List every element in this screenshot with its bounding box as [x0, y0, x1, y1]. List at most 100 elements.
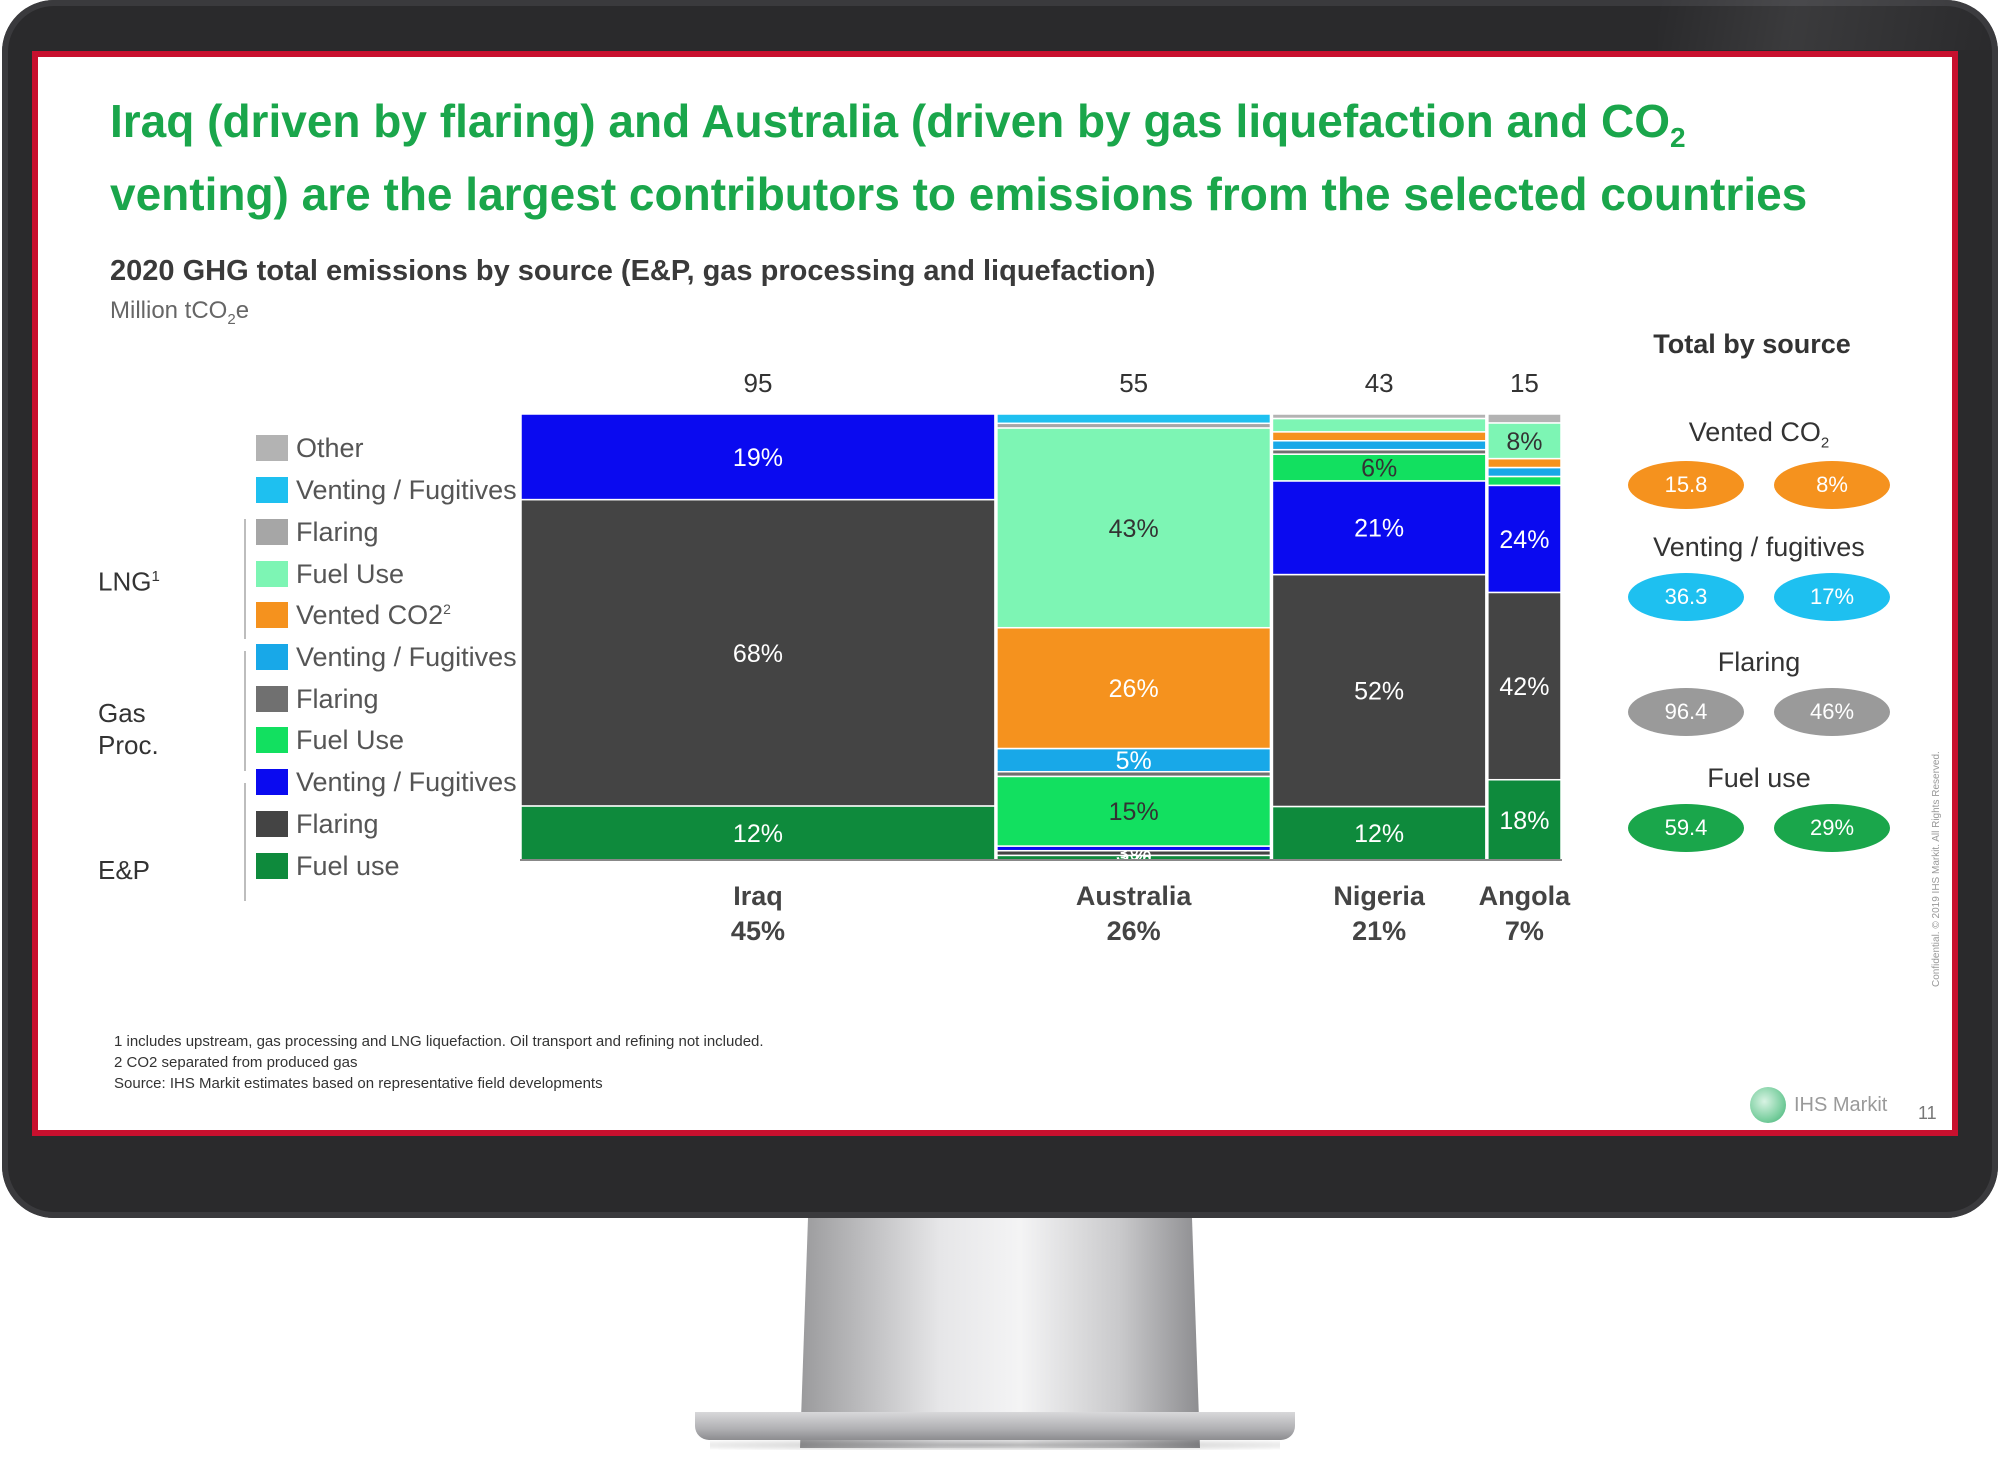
legend-label: Flaring [296, 516, 379, 547]
legend-swatch [256, 644, 288, 670]
bar-segment [1487, 591, 1562, 781]
category-label: Nigeria [1333, 881, 1426, 911]
footnotes: 1 includes upstream, gas processing and … [114, 1031, 764, 1094]
legend-item-lng-venting: Venting / Fugitives [256, 473, 517, 507]
legend-item-gas-venting: Venting / Fugitives [256, 640, 517, 674]
category-label: Angola [1479, 881, 1571, 911]
bar-segment [1487, 475, 1562, 487]
bar-segment [1271, 440, 1487, 451]
totals-name-text: Vented CO [1688, 417, 1821, 447]
totals-name: Flaring [1717, 647, 1801, 677]
legend-group-label: E&P [98, 855, 151, 885]
headline-rest: venting) are the largest contributors to… [110, 168, 1808, 221]
bar-segment [1271, 573, 1487, 808]
legend-label: Venting / Fugitives [296, 766, 517, 797]
segment-label: 42% [1499, 673, 1549, 701]
totals-title: Total by source [1653, 329, 1851, 359]
segment-label: 18% [1499, 807, 1549, 835]
totals-value-pill: 59.4 [1628, 804, 1744, 852]
legend-swatch [256, 602, 288, 628]
legend-label: Other [296, 432, 364, 463]
totals-name: Venting / fugitives [1653, 532, 1865, 562]
legend-label: Vented CO22 [296, 600, 451, 631]
monitor-stand-shadow [710, 1440, 1280, 1450]
bar-segment [520, 498, 996, 807]
slide-headline: Iraq (driven by flaring) and Australia (… [110, 93, 1890, 222]
bar-segment [1271, 453, 1487, 482]
legend-bracket-gas-proc [244, 651, 246, 771]
monitor-stand-neck [800, 1218, 1200, 1448]
category-label: Australia [1076, 881, 1193, 911]
legend-group-lng: LNG1 [98, 561, 188, 598]
category-share-label: 26% [1107, 916, 1161, 946]
footnote-1: 1 includes upstream, gas processing and … [114, 1033, 764, 1050]
totals-name: Vented CO2 [1614, 417, 1904, 451]
legend-item-ep-fuel-use: Fuel use [256, 849, 400, 883]
totals-value-pill: 15.8 [1628, 461, 1744, 510]
legend-label: Venting / Fugitives [296, 474, 517, 505]
page-number: 11 [1918, 1103, 1937, 1123]
totals-pills: 59.4 29% [1614, 804, 1904, 852]
bar-segment [996, 626, 1272, 750]
segment-label: 6% [1361, 455, 1397, 483]
segment-label: 21% [1354, 515, 1404, 543]
totals-share-pill: 17% [1774, 573, 1890, 621]
footnote-2: 2 CO2 separated from produced gas [114, 1054, 358, 1071]
confidential-notice: Confidential. © 2019 IHS Markit. All Rig… [1931, 751, 1942, 987]
column-total-label: 43 [1365, 368, 1394, 398]
totals-share-pill: 46% [1774, 688, 1890, 736]
bar-segment [520, 413, 996, 501]
legend-item-ep-venting: Venting / Fugitives [256, 765, 517, 799]
brand-name: IHS Markit [1794, 1093, 1888, 1116]
slide-screen: Iraq (driven by flaring) and Australia (… [32, 51, 1958, 1136]
legend-swatch [256, 769, 288, 795]
column-total-label: 55 [1119, 368, 1148, 398]
bar-segment [1487, 413, 1562, 424]
bar-segment [1487, 778, 1562, 861]
legend-swatch [256, 561, 288, 587]
legend-item-gas-fuel-use: Fuel Use [256, 723, 404, 757]
category-share-label: 21% [1352, 916, 1406, 946]
totals-pills: 15.8 8% [1614, 461, 1904, 510]
totals-vented-co2: Vented CO2 15.8 8% [1614, 417, 1904, 510]
bar-segment [1487, 484, 1562, 594]
legend-item-lng-flaring: Flaring [256, 515, 379, 549]
bar-segment [1487, 457, 1562, 469]
legend-label: Fuel Use [296, 724, 405, 755]
bar-segment [1487, 422, 1562, 460]
segment-label: 24% [1499, 526, 1549, 554]
bar-segment [1271, 480, 1487, 576]
legend-group-gas-proc: Gas Proc. [98, 697, 188, 761]
legend-label-text: Vented CO2 [296, 599, 444, 630]
column-total-label: 95 [743, 368, 772, 398]
totals-pills: 96.4 46% [1614, 688, 1904, 736]
legend-swatch [256, 727, 288, 753]
bar-segment [1487, 466, 1562, 478]
segment-label: 5% [1116, 747, 1152, 775]
segment-label: 26% [1109, 675, 1159, 703]
totals-value-pill: 96.4 [1628, 688, 1744, 736]
bar-segment [996, 427, 1272, 629]
category-label: Iraq [733, 881, 783, 911]
legend-label: Flaring [296, 683, 379, 714]
bar-segment [1271, 431, 1487, 442]
legend-item-ep-flaring: Flaring [256, 807, 379, 841]
bar-segment [520, 805, 996, 861]
unit-text: Million tCO [110, 297, 228, 324]
segment-label: 43% [1109, 515, 1159, 543]
headline-main: Iraq (driven by flaring) and Australia (… [110, 95, 1671, 147]
legend-label: Flaring [296, 808, 379, 839]
totals-name: Fuel use [1707, 763, 1811, 793]
unit-suffix: e [235, 297, 250, 324]
totals-venting-fugitives: Venting / fugitives 36.3 17% [1614, 532, 1904, 621]
totals-pills: 36.3 17% [1614, 573, 1904, 621]
totals-value-pill: 36.3 [1628, 573, 1744, 621]
legend-swatch [256, 477, 288, 503]
legend-label-sup: 2 [443, 600, 451, 617]
ihs-markit-logo-icon [1750, 1087, 1786, 1123]
chart-unit: Million tCO2e [110, 297, 249, 328]
monitor-glare [1658, 0, 1998, 50]
legend-label: Venting / Fugitives [296, 641, 517, 672]
legend-swatch [256, 853, 288, 879]
legend-bracket-lng [244, 519, 246, 639]
